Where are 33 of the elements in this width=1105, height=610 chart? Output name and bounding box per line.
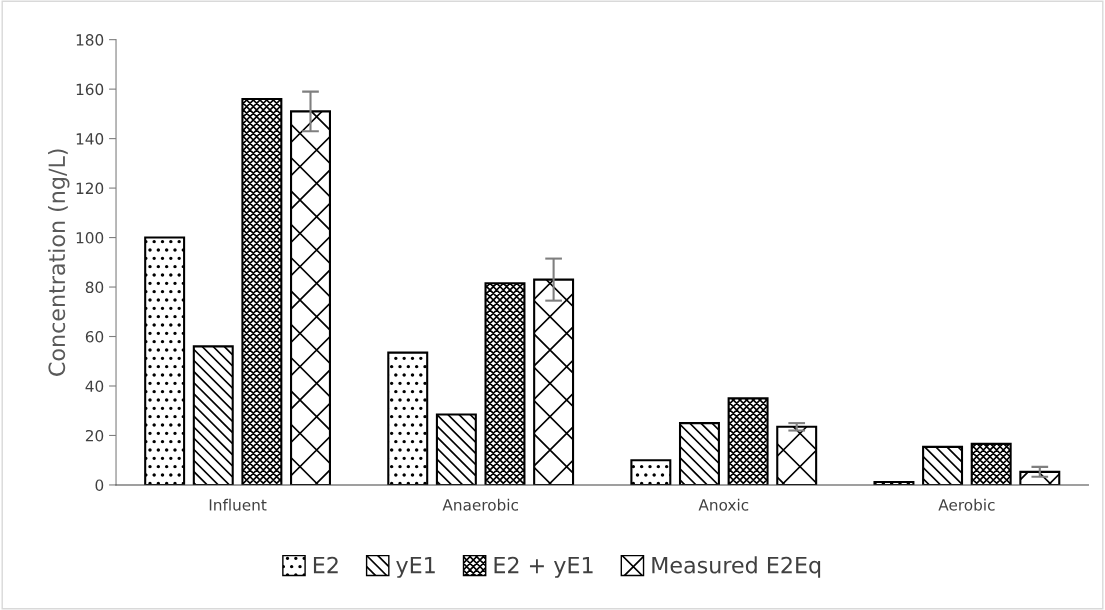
- legend-label: E2: [313, 556, 338, 574]
- bar: [970, 442, 1012, 485]
- x-tick-label: Anoxic: [698, 498, 749, 511]
- y-tick-label: 180: [76, 34, 104, 46]
- y-tick-label: 0: [95, 479, 104, 491]
- bar: [776, 425, 818, 485]
- x-tick-label: Influent: [209, 498, 267, 511]
- bar: [290, 110, 331, 485]
- bar: [630, 459, 672, 485]
- x-tick-label: Anaerobic: [442, 498, 518, 511]
- bar: [435, 413, 477, 485]
- bar: [144, 236, 186, 485]
- legend-label: E2 + yE1: [494, 556, 593, 578]
- y-tick-label: 160: [76, 83, 104, 96]
- legend-label: Measured E2Eq: [652, 556, 821, 578]
- bar: [727, 397, 769, 485]
- bar: [484, 282, 526, 485]
- x-tick-label: Aerobic: [938, 498, 995, 511]
- y-tick-label: 100: [76, 232, 104, 244]
- bar: [678, 422, 720, 485]
- bar: [533, 278, 575, 485]
- y-tick-label: 140: [76, 133, 104, 145]
- legend-label: yE1: [396, 556, 435, 578]
- y-tick-label: 80: [85, 281, 104, 294]
- bar: [192, 345, 234, 485]
- y-tick-label: 60: [85, 330, 104, 343]
- y-tick-label: 40: [85, 380, 104, 393]
- bar: [387, 351, 429, 485]
- y-tick-label: 120: [76, 182, 104, 195]
- bar: [922, 445, 964, 485]
- y-axis-title: Concentration (ng/L): [48, 149, 70, 376]
- y-tick-label: 20: [85, 429, 104, 442]
- bar: [241, 97, 283, 485]
